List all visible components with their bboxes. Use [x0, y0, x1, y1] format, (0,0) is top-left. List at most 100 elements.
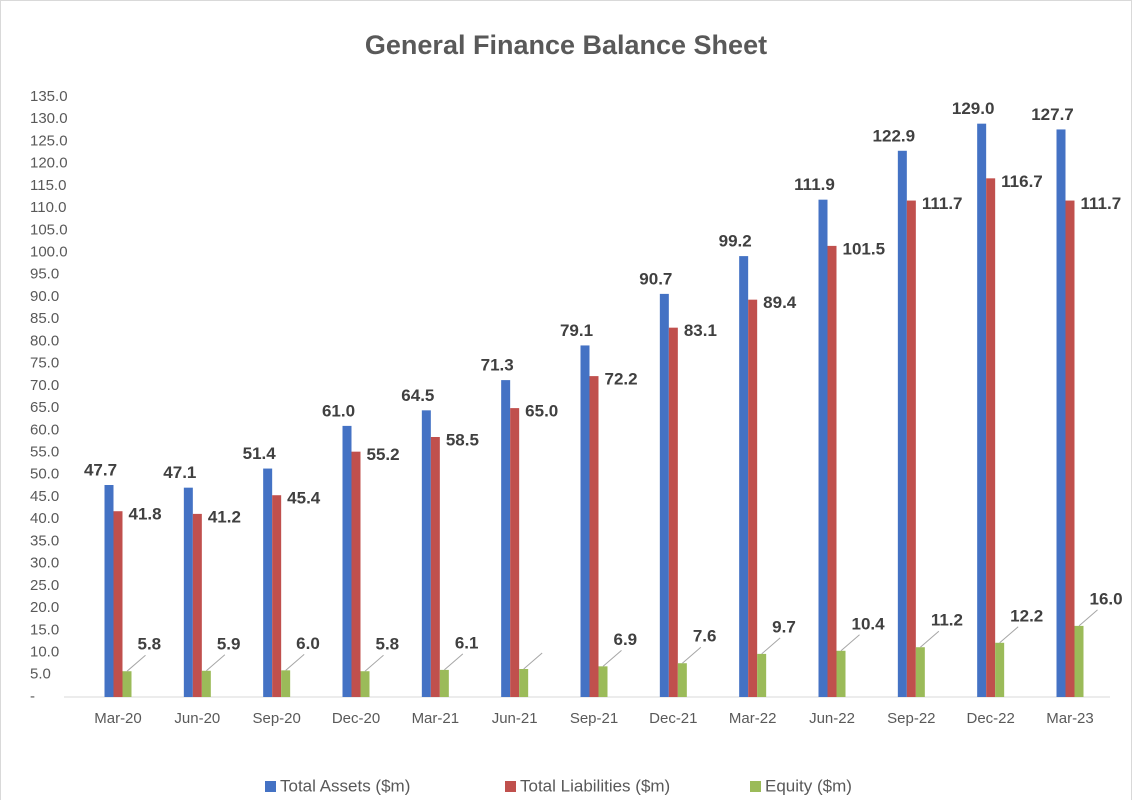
leader-line	[840, 634, 860, 652]
y-tick-label: 15.0	[30, 621, 59, 638]
bar	[986, 178, 996, 698]
y-tick-label: 5.0	[30, 666, 51, 683]
bar	[1074, 625, 1084, 697]
bar	[272, 495, 282, 697]
data-label: 111.7	[922, 194, 963, 213]
x-tick-label: Mar-20	[94, 710, 142, 727]
data-label: 11.2	[931, 611, 963, 630]
y-tick-label: 115.0	[30, 177, 66, 194]
data-label: 10.4	[852, 614, 886, 633]
leader-line	[920, 630, 940, 648]
bar	[104, 485, 114, 697]
x-tick-label: Mar-22	[729, 710, 777, 727]
data-label: 111.7	[1081, 194, 1122, 213]
x-tick-label: Mar-21	[412, 710, 460, 727]
data-label: 72.2	[605, 370, 638, 389]
data-label: 65.0	[525, 402, 558, 421]
data-label: 9.7	[772, 617, 796, 636]
leader-line	[126, 654, 146, 672]
legend-swatch	[505, 781, 516, 792]
y-tick-label: 30.0	[30, 555, 59, 572]
leader-line	[364, 654, 384, 672]
bar	[827, 245, 837, 697]
data-label: 127.7	[1031, 105, 1074, 124]
bar	[510, 408, 520, 697]
bar	[1056, 129, 1066, 697]
leader-line	[602, 649, 622, 667]
data-label: 83.1	[684, 321, 717, 340]
bar	[501, 380, 511, 697]
y-tick-label: 90.0	[30, 288, 59, 305]
y-tick-label: 55.0	[30, 444, 59, 461]
bar	[519, 669, 529, 697]
y-tick-label: 35.0	[30, 532, 59, 549]
legend-label: Total Liabilities ($m)	[520, 776, 670, 795]
bar	[360, 671, 370, 697]
y-tick-label: 20.0	[30, 599, 59, 616]
y-tick-label: 85.0	[30, 310, 59, 327]
y-tick-label: 125.0	[30, 132, 68, 149]
y-tick-label: 40.0	[30, 510, 59, 527]
legend-label: Total Assets ($m)	[280, 776, 410, 795]
data-label: 64.5	[401, 386, 434, 405]
data-label: 51.4	[243, 444, 277, 463]
bar	[906, 200, 916, 698]
legend-swatch	[750, 781, 761, 792]
leader-line	[761, 637, 781, 655]
chart-title: General Finance Balance Sheet	[365, 30, 767, 60]
data-label: 71.3	[481, 356, 514, 375]
bar	[183, 487, 193, 697]
bar	[915, 647, 925, 697]
y-tick-label: 70.0	[30, 377, 59, 394]
y-tick-label: 100.0	[30, 244, 68, 261]
data-label: 58.5	[446, 430, 479, 449]
bar	[342, 425, 352, 697]
data-label: 90.7	[639, 269, 672, 288]
y-tick-label: 45.0	[30, 488, 59, 505]
x-tick-label: Dec-22	[966, 710, 1014, 727]
y-tick-label: 10.0	[30, 644, 59, 661]
x-tick-label: Sep-21	[570, 710, 618, 727]
bar	[192, 513, 202, 697]
data-label: 99.2	[719, 232, 752, 251]
y-tick-label: 120.0	[30, 155, 68, 172]
bar	[421, 410, 431, 697]
bar	[739, 256, 749, 697]
data-label: 55.2	[367, 445, 400, 464]
data-label: 89.4	[763, 293, 797, 312]
data-label: 6.9	[614, 630, 638, 649]
bar	[836, 650, 846, 697]
bar	[580, 345, 590, 697]
x-tick-label: Dec-20	[332, 710, 380, 727]
data-label: 101.5	[843, 239, 886, 258]
bar	[977, 123, 987, 697]
data-label: 47.7	[84, 460, 117, 479]
bar	[201, 670, 211, 697]
bar	[430, 437, 440, 697]
leader-line	[285, 653, 305, 671]
x-tick-label: Mar-23	[1046, 710, 1094, 727]
data-label: 111.9	[794, 175, 835, 194]
data-label: 41.8	[129, 505, 162, 524]
y-tick-label: 105.0	[30, 221, 68, 238]
x-tick-label: Dec-21	[649, 710, 697, 727]
bar	[659, 293, 669, 697]
data-label: 12.2	[1010, 606, 1043, 625]
data-label: 41.2	[208, 507, 241, 526]
x-tick-label: Jun-22	[809, 710, 855, 727]
y-tick-label: -	[30, 688, 35, 705]
legend-label: Equity ($m)	[765, 776, 852, 795]
bar	[668, 327, 678, 697]
y-tick-label: 75.0	[30, 355, 59, 372]
bar	[818, 199, 828, 697]
bar	[351, 451, 361, 697]
legend-swatch	[265, 781, 276, 792]
x-tick-label: Sep-22	[887, 710, 935, 727]
y-tick-label: 80.0	[30, 332, 59, 349]
bar	[281, 670, 291, 697]
data-label: 5.9	[217, 634, 241, 653]
leader-line	[206, 654, 226, 672]
bar	[122, 671, 132, 697]
